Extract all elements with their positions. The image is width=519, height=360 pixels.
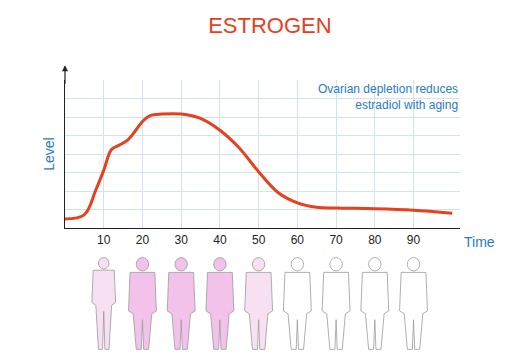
svg-text:30: 30 xyxy=(175,233,189,247)
svg-text:60: 60 xyxy=(291,233,305,247)
svg-text:70: 70 xyxy=(329,233,343,247)
svg-text:40: 40 xyxy=(213,233,227,247)
svg-text:50: 50 xyxy=(252,233,266,247)
svg-text:ESTROGEN: ESTROGEN xyxy=(208,13,331,38)
svg-text:Ovarian depletion reducesestra: Ovarian depletion reducesestradiol with … xyxy=(318,82,458,112)
svg-text:10: 10 xyxy=(97,233,111,247)
svg-text:20: 20 xyxy=(136,233,150,247)
svg-text:Level: Level xyxy=(41,137,57,170)
svg-text:Time: Time xyxy=(464,234,495,250)
svg-text:80: 80 xyxy=(368,233,382,247)
svg-text:90: 90 xyxy=(407,233,421,247)
